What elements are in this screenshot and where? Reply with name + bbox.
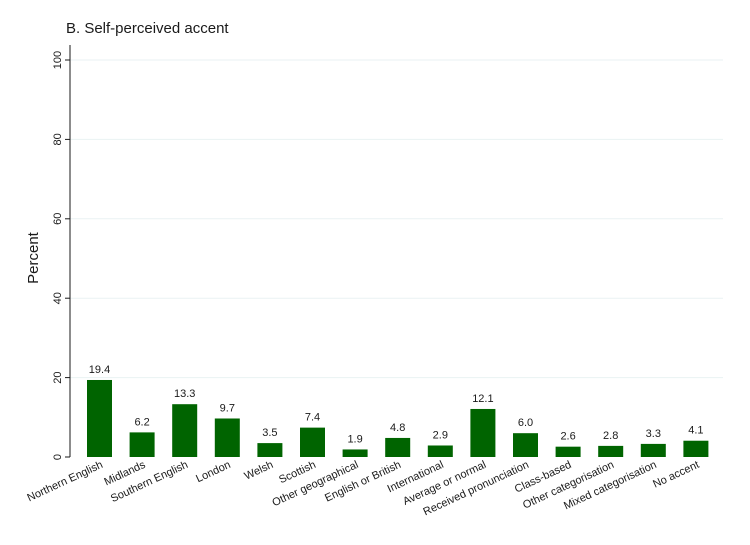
x-tick-label: Southern English [109, 459, 190, 505]
data-labels: 19.4 6.2 13.3 9.7 3.5 7.4 1.9 4.8 2.9 12.1 6.0 2.6 2… [89, 364, 704, 445]
y-tick-label: 60 [52, 213, 64, 225]
bar [470, 408, 496, 457]
bars [87, 379, 709, 457]
y-tick-label: 80 [52, 133, 64, 145]
data-label: 13.3 [174, 388, 195, 400]
bar [427, 445, 453, 457]
data-label: 1.9 [347, 433, 362, 445]
y-axis-label: Percent [25, 231, 42, 284]
bar [87, 379, 112, 457]
x-tick-label: Northern English [25, 459, 104, 505]
y-tick-label: 40 [52, 292, 64, 304]
chart-title: B. Self-perceived accent [66, 20, 229, 37]
x-tick-label: London [194, 459, 232, 485]
data-label: 2.6 [560, 431, 575, 443]
x-tick-label: Welsh [243, 459, 276, 483]
data-label: 4.1 [688, 425, 703, 437]
data-label: 12.1 [472, 393, 493, 405]
data-label: 4.8 [390, 422, 405, 434]
bar [640, 443, 666, 457]
bar [257, 443, 283, 457]
y-tick-label: 100 [52, 51, 64, 69]
x-tick-label: No accent [651, 459, 701, 491]
bar [385, 437, 411, 457]
bar [342, 449, 368, 457]
bar [129, 432, 155, 457]
data-label: 7.4 [305, 412, 320, 424]
data-label: 19.4 [89, 364, 110, 376]
bar [598, 445, 624, 457]
data-label: 6.0 [518, 417, 533, 429]
data-label: 2.9 [433, 429, 448, 441]
data-label: 3.5 [262, 427, 277, 439]
bar [214, 418, 240, 457]
data-label: 2.8 [603, 430, 618, 442]
bar [513, 433, 538, 457]
bar [683, 440, 709, 457]
bar [300, 427, 325, 457]
bar [555, 446, 581, 457]
y-axis: 0 20 40 60 80 100 [52, 45, 71, 460]
gridlines [70, 59, 723, 379]
data-label: 3.3 [646, 428, 661, 440]
data-label: 6.2 [134, 416, 149, 428]
bar [172, 404, 198, 457]
data-label: 9.7 [220, 402, 235, 414]
y-tick-label: 20 [52, 371, 64, 383]
y-tick-label: 0 [52, 454, 64, 460]
